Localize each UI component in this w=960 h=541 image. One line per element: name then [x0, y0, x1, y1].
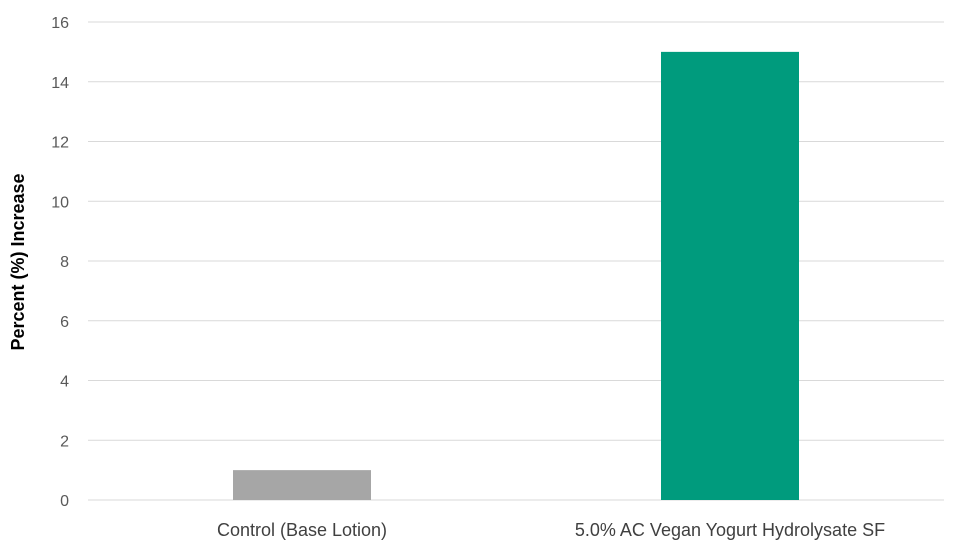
x-category-label: 5.0% AC Vegan Yogurt Hydrolysate SF: [575, 520, 885, 540]
y-tick-label: 10: [51, 194, 69, 211]
y-tick-label: 6: [60, 314, 69, 331]
y-tick-label: 0: [60, 493, 69, 510]
gridlines: [88, 21, 944, 501]
bars: [233, 51, 799, 500]
y-axis-title: Percent (%) Increase: [8, 173, 28, 350]
bar: [233, 470, 371, 500]
y-tick-label: 16: [51, 15, 69, 32]
x-category-labels: Control (Base Lotion) 5.0% AC Vegan Yogur…: [217, 520, 885, 540]
y-tick-label: 12: [51, 135, 69, 152]
y-tick-labels: 0 2 4 6 8 10 12 14 16: [51, 15, 69, 510]
y-tick-label: 4: [60, 374, 69, 391]
y-tick-label: 2: [60, 433, 69, 450]
bar: [661, 51, 799, 500]
x-category-label: Control (Base Lotion): [217, 520, 387, 540]
y-tick-label: 8: [60, 254, 69, 271]
y-tick-label: 14: [51, 75, 69, 92]
